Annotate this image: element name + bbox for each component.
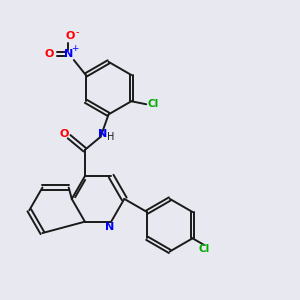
Text: Cl: Cl <box>147 99 158 109</box>
Text: N: N <box>105 222 114 232</box>
Text: N: N <box>64 49 73 59</box>
Text: H: H <box>106 132 114 142</box>
Text: +: + <box>71 44 78 53</box>
Text: O: O <box>44 49 53 59</box>
Text: -: - <box>75 27 79 37</box>
Text: N: N <box>98 129 108 139</box>
Text: O: O <box>65 31 75 41</box>
Text: Cl: Cl <box>198 244 210 254</box>
Text: O: O <box>60 129 69 139</box>
